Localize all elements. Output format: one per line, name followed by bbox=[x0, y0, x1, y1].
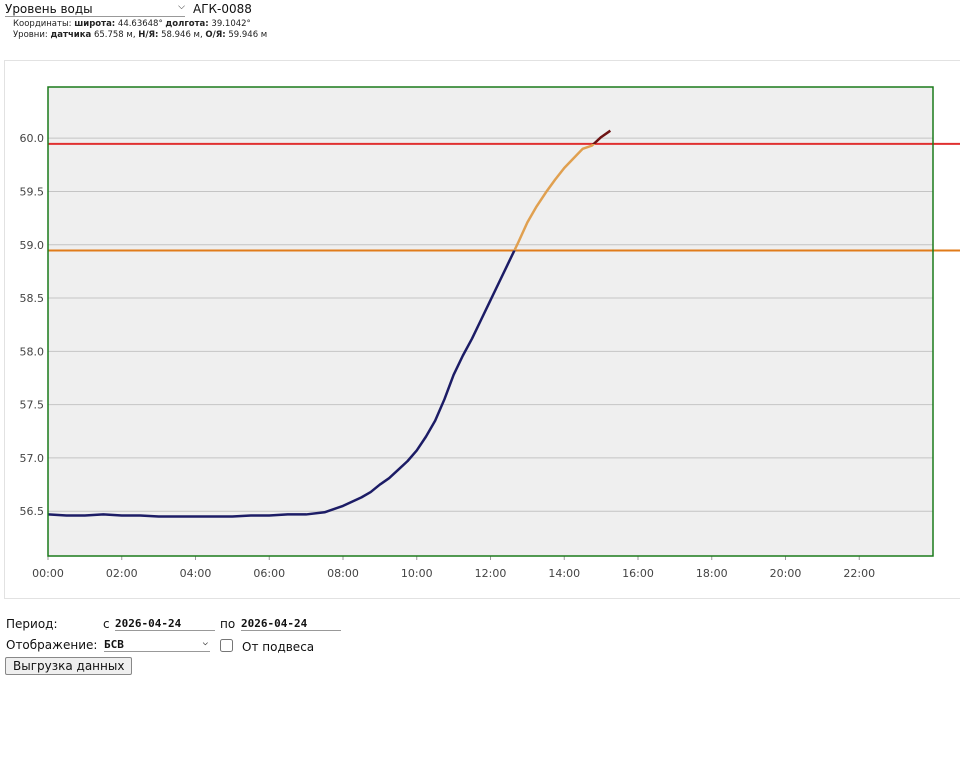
label: широта: bbox=[74, 19, 116, 29]
x-tick-label: 18:00 bbox=[696, 567, 728, 580]
x-tick-label: 08:00 bbox=[327, 567, 359, 580]
y-tick-label: 58.5 bbox=[20, 292, 45, 305]
label: О/Я: bbox=[205, 30, 226, 40]
label: Н/Я: bbox=[138, 30, 159, 40]
y-tick-label: 59.0 bbox=[20, 239, 45, 252]
levels: Уровни: датчика 65.758 м, Н/Я: 58.946 м,… bbox=[13, 30, 267, 40]
y-tick-label: 57.0 bbox=[20, 452, 45, 465]
x-tick-label: 12:00 bbox=[475, 567, 507, 580]
suspension-label: От подвеса bbox=[242, 640, 315, 654]
from-label: с bbox=[103, 617, 110, 631]
x-tick-label: 22:00 bbox=[843, 567, 875, 580]
value: 58.946 м, bbox=[161, 30, 203, 40]
station: АГК-0088 bbox=[193, 2, 252, 16]
x-tick-label: 06:00 bbox=[253, 567, 285, 580]
dropdown-arrow: ⌵ bbox=[202, 638, 208, 648]
x-tick-label: 20:00 bbox=[770, 567, 802, 580]
value: 59.946 м bbox=[228, 30, 268, 40]
dropdown-arrow: ⌵ bbox=[178, 2, 185, 12]
data-line bbox=[47, 129, 612, 518]
value: 65.758 м, bbox=[93, 30, 136, 40]
coordinates: Координаты: широта: 44.63648° долгота: 3… bbox=[13, 19, 251, 29]
label: Уровни: bbox=[13, 30, 48, 40]
x-tick-label: 14:00 bbox=[548, 567, 580, 580]
to-label: по bbox=[220, 617, 236, 631]
display-value: БСВ bbox=[104, 638, 124, 651]
y-tick-label: 60.0 bbox=[20, 132, 45, 145]
plot-border bbox=[47, 86, 934, 557]
x-tick-label: 00:00 bbox=[32, 567, 64, 580]
value: 44.63648° bbox=[117, 19, 163, 29]
display-select[interactable]: БСВ ⌵ bbox=[104, 638, 210, 652]
label: Координаты: bbox=[13, 19, 72, 29]
y-tick-label: 58.0 bbox=[20, 345, 45, 358]
period-label: Период: bbox=[6, 617, 58, 631]
suspension-checkbox[interactable] bbox=[220, 639, 233, 652]
x-tick-label: 10:00 bbox=[401, 567, 433, 580]
parameter-select[interactable]: Уровень воды ⌵ bbox=[5, 2, 185, 17]
label: долгота: bbox=[165, 19, 209, 29]
display-label: Отображение: bbox=[6, 638, 98, 652]
value: 39.1042° bbox=[211, 19, 251, 29]
chart: 56.5 57.0 57.5 58.0 58.5 59.0 59.5 60.0 00:00 02:… bbox=[20, 86, 960, 580]
parameter-value: Уровень воды bbox=[5, 2, 93, 16]
x-tick-label: 16:00 bbox=[622, 567, 654, 580]
label: датчика bbox=[50, 30, 92, 40]
to-date[interactable]: 2026-04-24 bbox=[241, 617, 341, 631]
from-date[interactable]: 2026-04-24 bbox=[115, 617, 215, 631]
export-button[interactable]: Выгрузка данных bbox=[5, 657, 133, 675]
y-tick-label: 56.5 bbox=[20, 505, 45, 518]
y-tick-label: 57.5 bbox=[20, 399, 45, 412]
plot-area bbox=[48, 87, 933, 556]
x-tick-label: 02:00 bbox=[106, 567, 138, 580]
y-tick-label: 59.5 bbox=[20, 185, 45, 198]
x-tick-label: 04:00 bbox=[180, 567, 212, 580]
